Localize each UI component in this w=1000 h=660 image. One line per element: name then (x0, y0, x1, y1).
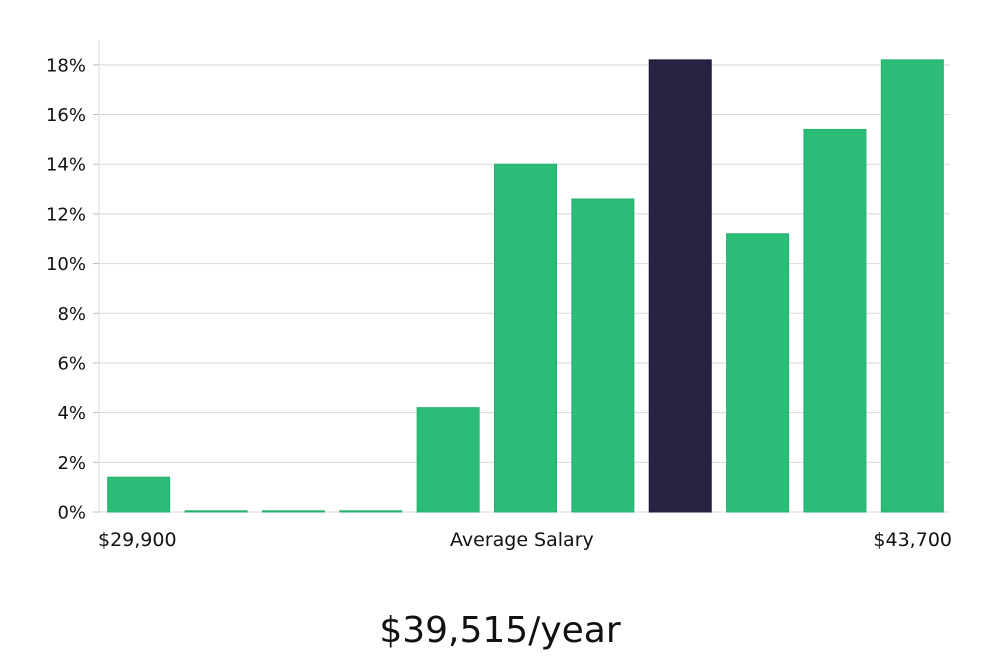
bar (184, 510, 248, 513)
bar (261, 510, 325, 513)
y-tick-label: 14% (46, 155, 86, 176)
x-axis-center-label: Average Salary (450, 529, 594, 551)
y-tick-label: 4% (57, 403, 86, 424)
bar (107, 476, 171, 513)
bar (571, 198, 635, 513)
bar-highlighted (648, 59, 712, 513)
y-axis-ticks: 0% 2% 4% 6% 8% 10% 12% 14% 16% 18% (46, 55, 99, 524)
x-axis-min-label: $29,900 (98, 529, 177, 551)
y-tick-label: 12% (46, 204, 86, 225)
average-salary-value: $39,515/year (379, 610, 621, 651)
y-tick-label: 6% (57, 353, 86, 374)
y-tick-label: 8% (57, 304, 86, 325)
y-tick-label: 18% (46, 55, 86, 76)
bar (339, 510, 403, 513)
bars (107, 59, 944, 513)
salary-distribution-chart: 0% 2% 4% 6% 8% 10% 12% 14% 16% 18% (46, 40, 950, 524)
y-tick-label: 16% (46, 105, 86, 126)
y-tick-label: 0% (57, 503, 86, 524)
bar (416, 407, 480, 513)
bar (880, 59, 944, 513)
bar (726, 233, 790, 513)
bar (803, 128, 867, 513)
y-tick-label: 2% (57, 453, 86, 474)
y-tick-label: 10% (46, 254, 86, 275)
x-axis-max-label: $43,700 (873, 529, 952, 551)
bar (494, 163, 557, 513)
